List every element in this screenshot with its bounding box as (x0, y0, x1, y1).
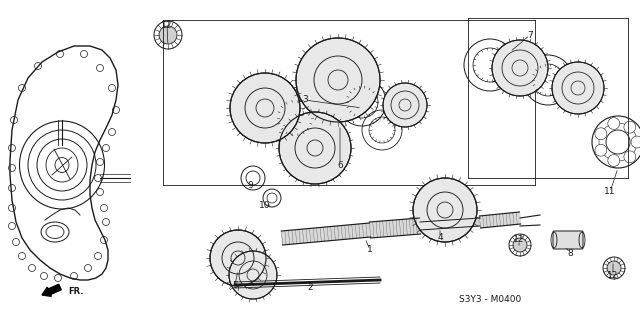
Circle shape (607, 261, 621, 275)
Text: 4: 4 (437, 233, 443, 243)
Text: 7: 7 (527, 31, 533, 39)
FancyBboxPatch shape (553, 231, 583, 249)
Text: 9: 9 (247, 180, 253, 190)
Text: 8: 8 (567, 249, 573, 257)
Circle shape (159, 26, 177, 44)
Circle shape (608, 155, 620, 166)
Circle shape (552, 62, 604, 114)
Text: 5: 5 (232, 280, 238, 289)
Text: 12: 12 (161, 20, 173, 30)
Polygon shape (282, 223, 371, 245)
Circle shape (229, 251, 277, 299)
Circle shape (608, 117, 620, 129)
Text: 12: 12 (607, 271, 619, 279)
Circle shape (413, 178, 477, 242)
Text: 6: 6 (337, 161, 343, 169)
Text: 10: 10 (259, 201, 271, 209)
Circle shape (230, 73, 300, 143)
Circle shape (624, 151, 636, 163)
Text: 1: 1 (367, 245, 373, 255)
Polygon shape (420, 218, 480, 230)
Text: 2: 2 (307, 284, 313, 293)
Circle shape (296, 38, 380, 122)
Circle shape (595, 144, 607, 156)
Text: 12: 12 (513, 236, 525, 244)
Text: S3Y3 - M0400: S3Y3 - M0400 (459, 295, 521, 305)
Text: 3: 3 (302, 95, 308, 105)
Polygon shape (479, 212, 520, 228)
Circle shape (279, 112, 351, 184)
Text: 11: 11 (604, 187, 616, 197)
FancyArrow shape (42, 284, 61, 296)
Circle shape (624, 121, 636, 133)
Circle shape (210, 230, 266, 286)
Circle shape (631, 136, 640, 148)
Circle shape (492, 40, 548, 96)
Circle shape (513, 238, 527, 252)
Polygon shape (369, 218, 420, 238)
Circle shape (383, 83, 427, 127)
Text: FR.: FR. (68, 288, 83, 296)
Circle shape (595, 128, 607, 140)
